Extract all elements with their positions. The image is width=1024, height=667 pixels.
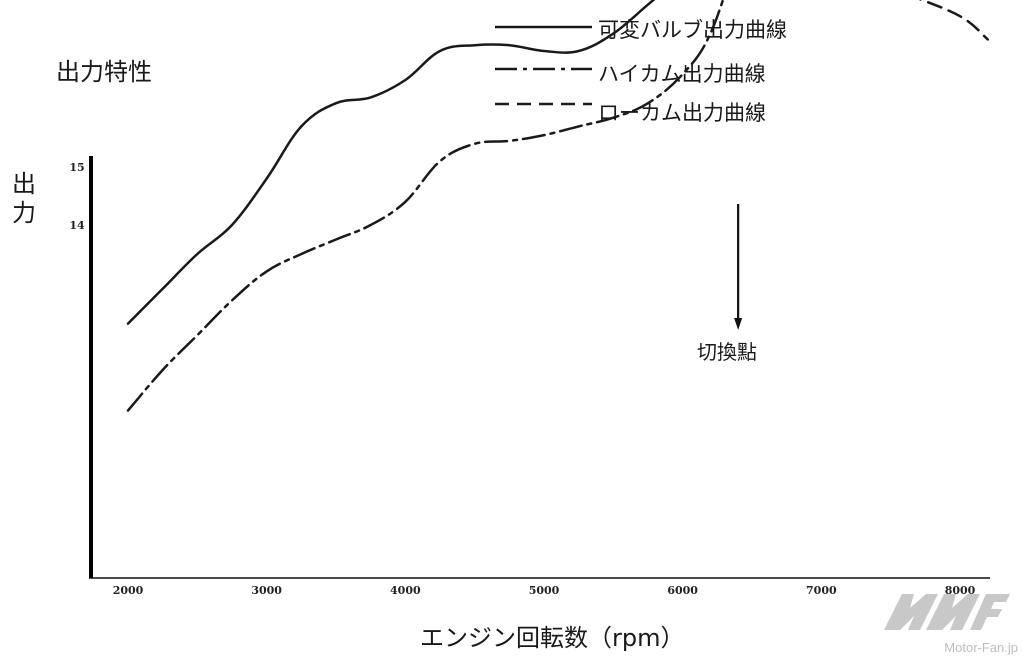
site-watermark: Motor-Fan.jp: [944, 640, 1018, 655]
axes: [89, 156, 990, 579]
series-line-low-cam: [918, 0, 989, 41]
x-axis-label: エンジン回転数（rpm）: [420, 624, 685, 652]
y-axis-label: 出力: [12, 170, 36, 227]
legend: [495, 25, 592, 106]
y-tick-label: 14: [69, 219, 85, 232]
motorfan-logo: [880, 590, 1012, 636]
series-line-high-cam: [126, 0, 725, 412]
y-tick-label: 15: [69, 161, 84, 174]
switch-point-marker: [734, 204, 743, 330]
series-lines: [126, 0, 989, 412]
x-tick-label: 6000: [667, 584, 698, 597]
x-tick-label: 7000: [806, 584, 837, 597]
x-tick-label: 4000: [390, 584, 421, 597]
tick-labels: 2000 3000 4000 5000 6000 7000 8000 14 15: [69, 161, 975, 597]
legend-label-high-cam: ハイカム出力曲線: [598, 62, 766, 86]
x-tick-label: 8000: [945, 584, 976, 597]
switch-point-label: 切換點: [697, 340, 757, 364]
series-line-variable-valve: [126, 0, 656, 325]
chart-title: 出力特性: [56, 58, 152, 86]
x-tick-label: 2000: [113, 584, 144, 597]
x-tick-label: 5000: [529, 584, 560, 597]
switch-point-arrowhead: [734, 318, 743, 330]
x-tick-label: 3000: [251, 584, 282, 597]
